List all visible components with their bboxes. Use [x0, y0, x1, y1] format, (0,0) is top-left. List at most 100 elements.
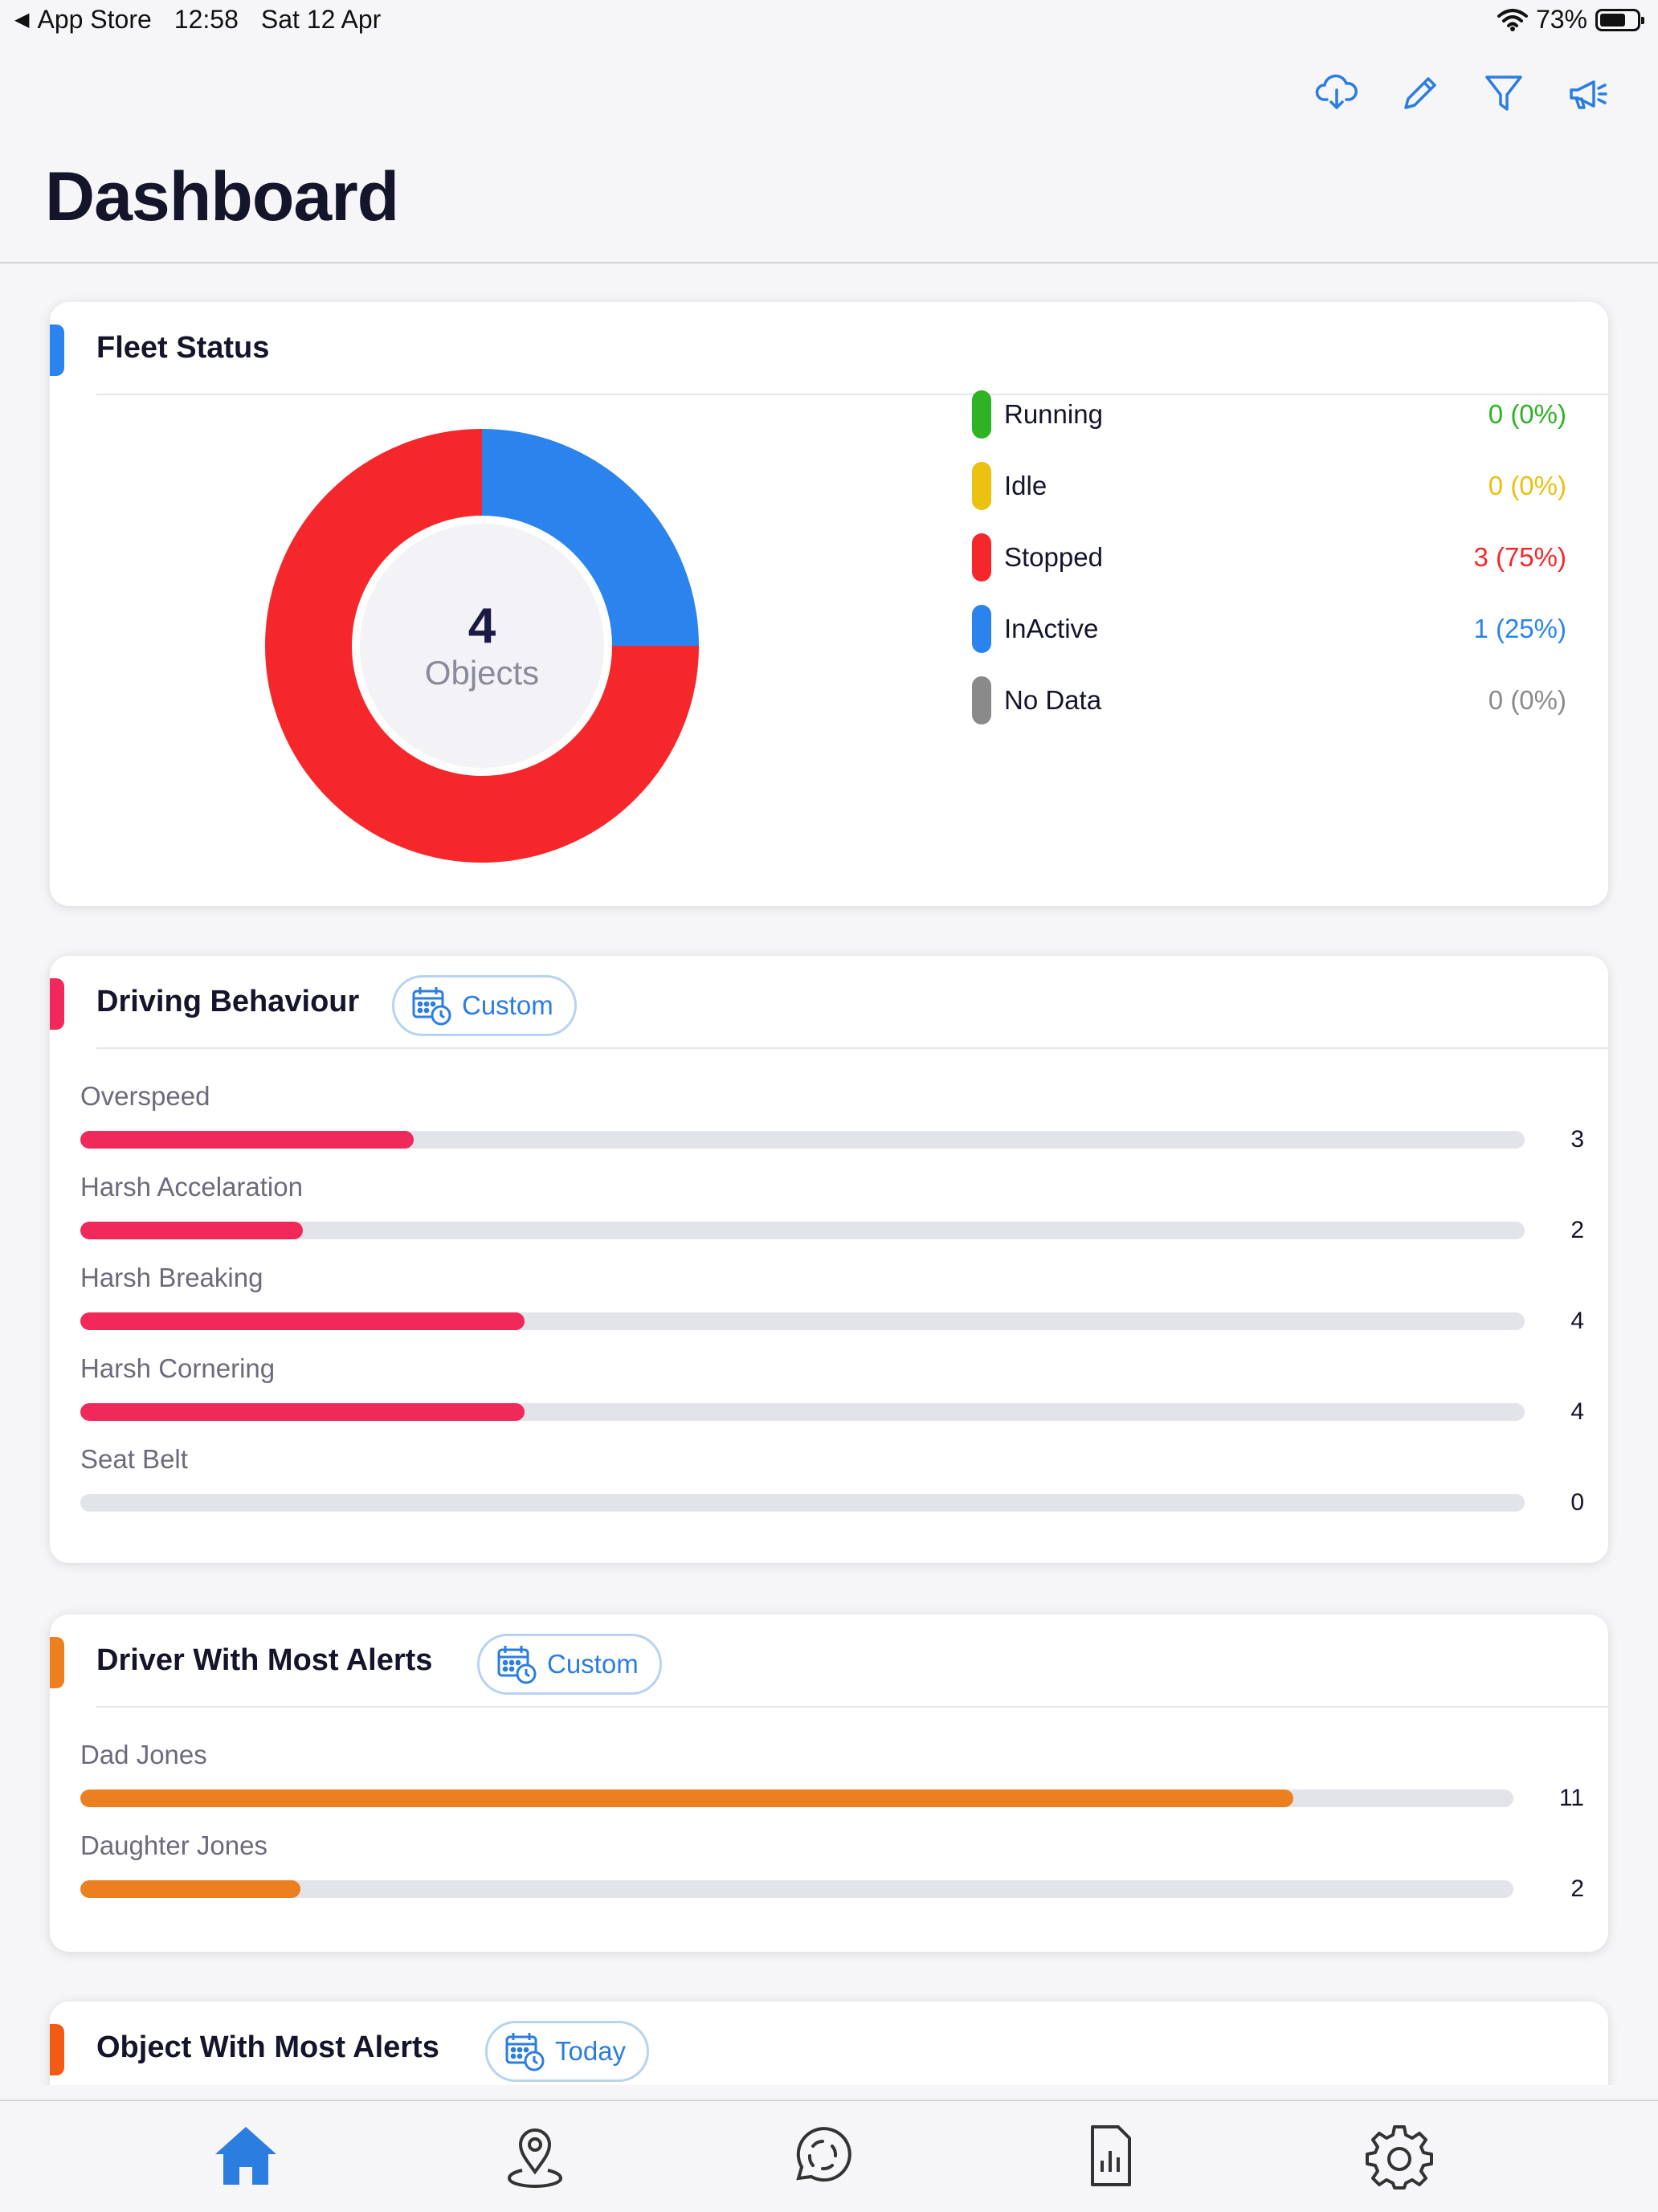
behaviour-row-overspeed[interactable]: Overspeed 3: [80, 1081, 1584, 1171]
legend-row-stopped[interactable]: Stopped 3 (75%): [972, 533, 1566, 582]
calendar-clock-icon: [497, 1646, 537, 1684]
legend-label: No Data: [1004, 685, 1102, 715]
page-title: Dashboard: [45, 158, 399, 235]
donut-center: 4 Objects: [360, 524, 604, 768]
bar-track: [80, 1880, 1513, 1898]
battery-percentage: 73%: [1535, 5, 1587, 34]
period-label: Custom: [547, 1649, 639, 1679]
fleet-status-card: Fleet Status 4 Objects Running 0 (0%) Id…: [50, 302, 1608, 906]
period-label: Custom: [462, 990, 553, 1020]
bar-fill: [80, 1131, 414, 1149]
calendar-clock-icon: [412, 987, 451, 1026]
bar-track: [80, 1403, 1525, 1421]
bar-label: Seat Belt: [80, 1444, 188, 1474]
behaviour-row-seat-belt[interactable]: Seat Belt 0: [80, 1444, 1584, 1534]
card-divider: [96, 394, 1608, 395]
settings-icon: [1366, 2125, 1433, 2190]
bar-value: 3: [1570, 1126, 1584, 1153]
legend-value: 3 (75%): [1473, 542, 1566, 572]
wifi-icon: [1497, 8, 1528, 31]
bar-track: [80, 1312, 1525, 1330]
bar-label: Harsh Cornering: [80, 1353, 276, 1383]
donut-slice-inactive[interactable]: [480, 429, 699, 647]
driving-behaviour-period-button[interactable]: Custom: [392, 975, 577, 1036]
period-label: Today: [555, 2036, 627, 2066]
filter-icon: [1485, 76, 1522, 111]
bar-label: Harsh Accelaration: [80, 1172, 303, 1202]
bar-track: [80, 1222, 1525, 1239]
megaphone-icon: [1570, 80, 1607, 109]
legend-row-running[interactable]: Running 0 (0%): [972, 390, 1566, 439]
bottom-tab-bar: [0, 2100, 1658, 2212]
bar-fill: [80, 1312, 525, 1330]
bar-value: 4: [1570, 1308, 1584, 1334]
legend-value: 0 (0%): [1488, 471, 1566, 500]
legend-label: InActive: [1004, 614, 1099, 643]
legend-row-no-data[interactable]: No Data 0 (0%): [972, 676, 1566, 724]
no-data-indicator: [972, 676, 991, 724]
tab-settings[interactable]: [1364, 2120, 1435, 2191]
driver-alerts-title: Driver With Most Alerts: [96, 1643, 433, 1677]
filter-button[interactable]: [1481, 71, 1526, 116]
card-divider: [96, 1047, 1608, 1049]
cloud-download-button[interactable]: [1314, 71, 1359, 116]
driving-behaviour-card: Driving Behaviour Custom Overspeed 3 Har…: [50, 956, 1608, 1563]
behaviour-row-harsh-acceleration[interactable]: Harsh Accelaration 2: [80, 1172, 1584, 1262]
driver-alerts-period-button[interactable]: Custom: [477, 1634, 662, 1695]
object-alerts-card: Object With Most Alerts Today: [50, 2002, 1608, 2085]
bar-value: 0: [1570, 1489, 1584, 1516]
card-accent: [50, 1637, 64, 1688]
bar-track: [80, 1494, 1525, 1512]
inactive-indicator: [972, 605, 991, 653]
bar-label: Overspeed: [80, 1081, 210, 1111]
behaviour-row-harsh-cornering[interactable]: Harsh Cornering 4: [80, 1353, 1584, 1443]
behaviour-row-harsh-breaking[interactable]: Harsh Breaking 4: [80, 1263, 1584, 1353]
map-pin-icon: [507, 2128, 563, 2189]
total-objects-caption: Objects: [424, 654, 540, 692]
legend-value: 0 (0%): [1488, 685, 1566, 715]
bar-value: 2: [1570, 1875, 1584, 1902]
back-arrow-icon[interactable]: ◀: [14, 9, 30, 31]
running-indicator: [972, 390, 991, 439]
announcements-button[interactable]: [1565, 71, 1610, 116]
card-accent: [50, 2024, 64, 2075]
legend-row-inactive[interactable]: InActive 1 (25%): [972, 605, 1566, 653]
status-bar: ◀ App Store 12:58 Sat 12 Apr 73%: [0, 0, 1658, 45]
edit-button[interactable]: [1398, 71, 1443, 116]
tab-home[interactable]: [210, 2120, 281, 2191]
reports-icon: [1091, 2125, 1131, 2186]
battery-icon: [1595, 8, 1644, 31]
bar-label: Dad Jones: [80, 1740, 207, 1769]
object-alerts-period-button[interactable]: Today: [485, 2021, 650, 2082]
bar-track: [80, 1790, 1513, 1807]
legend-label: Running: [1004, 399, 1103, 429]
tab-live-tracking[interactable]: [787, 2120, 858, 2191]
object-alerts-title: Object With Most Alerts: [96, 2030, 439, 2064]
status-bar-right: 73%: [1497, 5, 1644, 35]
tab-map[interactable]: [500, 2120, 570, 2191]
driver-row-daughter-jones[interactable]: Daughter Jones 2: [80, 1830, 1584, 1920]
bar-label: Harsh Breaking: [80, 1263, 263, 1292]
tab-reports[interactable]: [1075, 2120, 1145, 2191]
fleet-status-donut-chart[interactable]: 4 Objects: [265, 429, 699, 863]
back-to-app-store-link[interactable]: App Store: [37, 5, 152, 34]
bar-value: 11: [1558, 1785, 1584, 1811]
driving-behaviour-title: Driving Behaviour: [96, 985, 360, 1018]
fleet-status-title: Fleet Status: [96, 331, 270, 365]
status-bar-left: ◀ App Store 12:58 Sat 12 Apr: [14, 5, 381, 35]
legend-value: 1 (25%): [1473, 614, 1566, 643]
donut-slice-stopped[interactable]: [265, 429, 699, 863]
legend-row-idle[interactable]: Idle 0 (0%): [972, 462, 1566, 510]
bar-fill: [80, 1880, 301, 1898]
cloud-download-icon: [1315, 74, 1358, 109]
live-tracking-icon: [796, 2127, 851, 2182]
bar-value: 2: [1570, 1217, 1584, 1243]
calendar-clock-icon: [505, 2033, 545, 2071]
header-divider: [0, 262, 1658, 263]
bar-value: 4: [1570, 1398, 1584, 1425]
stopped-indicator: [972, 533, 991, 582]
driver-row-dad-jones[interactable]: Dad Jones 11: [80, 1740, 1584, 1830]
card-accent: [50, 978, 64, 1030]
dashboard-content[interactable]: Fleet Status 4 Objects Running 0 (0%) Id…: [0, 263, 1658, 2085]
bar-label: Daughter Jones: [80, 1830, 267, 1860]
